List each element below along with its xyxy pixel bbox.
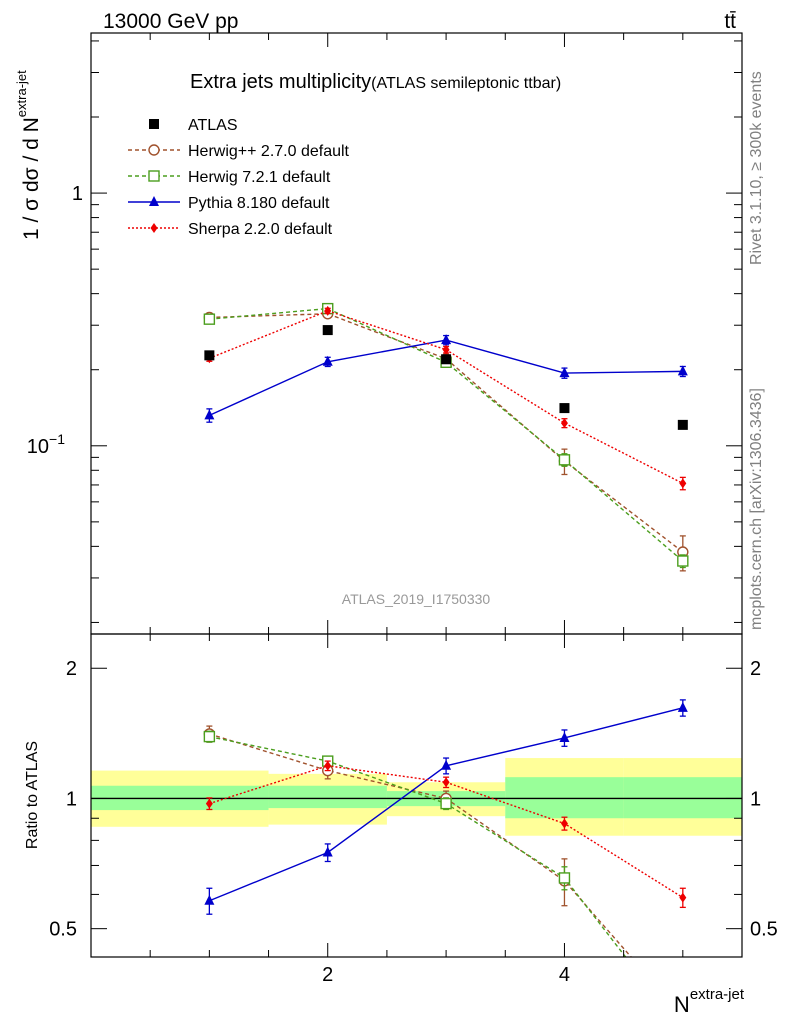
chart-title: Extra jets multiplicity(ATLAS semilepton… xyxy=(190,71,561,93)
x-tick-label: 2 xyxy=(322,964,333,986)
series-point xyxy=(558,454,571,466)
series-point xyxy=(677,555,689,567)
x-axis-label: Nextra-jet xyxy=(674,986,745,1017)
series-2 xyxy=(204,334,688,423)
ratio-point xyxy=(440,797,452,810)
series-point xyxy=(677,365,688,376)
ratio-point xyxy=(442,777,450,788)
main-y-tick-label: 10−1 xyxy=(27,431,65,458)
x-tick-label: 4 xyxy=(559,964,570,986)
ratio-stat-band xyxy=(623,777,742,819)
legend-marker xyxy=(148,144,160,156)
data-point xyxy=(322,325,333,336)
ratio-point xyxy=(558,872,571,884)
legend-entry: Sherpa 2.2.0 default xyxy=(128,221,333,238)
series-point xyxy=(203,313,216,325)
ratio-stat-band xyxy=(505,777,624,819)
x-axis-label-main: N xyxy=(674,992,690,1017)
legend-marker xyxy=(149,119,159,129)
ratio-point xyxy=(560,818,568,829)
legend-label: Herwig++ 2.7.0 default xyxy=(188,143,350,160)
ratio-y-tick-label-right: 0.5 xyxy=(750,919,778,941)
ratio-y-tick-label-right: 1 xyxy=(750,788,761,810)
ratio-point xyxy=(322,846,333,857)
ratio-point xyxy=(677,701,688,712)
tick-label-exponent: −1 xyxy=(49,431,65,447)
axes-frames xyxy=(90,32,743,958)
main-y-tick-label: 1 xyxy=(72,183,83,205)
series-point xyxy=(324,305,332,316)
series-point xyxy=(442,344,450,355)
ratio-y-tick-label-right: 2 xyxy=(750,658,761,680)
tick-label-base: 10 xyxy=(27,436,49,458)
ratio-y-tick-label-left: 0.5 xyxy=(49,919,77,941)
axis-ticks: 2 4 1 10−1 2 2 1 1 0.5 0.5 xyxy=(27,33,778,986)
series-point xyxy=(441,334,452,345)
legend-marker xyxy=(148,170,160,182)
chart-title-main: Extra jets multiplicity xyxy=(190,71,371,93)
ratio-panel-series xyxy=(203,699,688,957)
process-label: tt̄ xyxy=(724,10,736,33)
y-axis-label-main: 1 / σ dσ / d Nextra-jet xyxy=(14,70,43,240)
series-point xyxy=(559,367,570,378)
ratio-y-tick-label-left: 2 xyxy=(66,658,77,680)
mcplots-label: mcplots.cern.ch [arXiv:1306.3436] xyxy=(748,388,765,630)
ratio-point xyxy=(204,894,215,905)
legend-marker xyxy=(149,196,159,206)
y-axis-label-ratio: Ratio to ATLAS xyxy=(24,741,41,849)
series-3 xyxy=(205,305,687,491)
ratio-stat-band xyxy=(268,785,387,809)
data-point xyxy=(204,350,215,361)
ratio-point xyxy=(205,798,213,809)
ratio-series-2 xyxy=(204,699,688,915)
y-axis-label-main-sup: extra-jet xyxy=(14,70,29,117)
legend: ATLAS Herwig++ 2.7.0 default Herwig 7.2.1 … xyxy=(128,117,350,238)
legend-label: Pythia 8.180 default xyxy=(188,195,330,212)
legend-entry: Herwig++ 2.7.0 default xyxy=(128,143,350,160)
legend-entry: ATLAS xyxy=(149,117,238,134)
series-point xyxy=(322,355,333,366)
ratio-series-3 xyxy=(205,760,687,909)
y-axis-label-main-text: 1 / σ dσ / d N xyxy=(20,117,43,240)
series-atlas-data xyxy=(204,325,688,430)
legend-label: Sherpa 2.2.0 default xyxy=(188,221,333,238)
ratio-point xyxy=(203,730,216,743)
ratio-point xyxy=(559,731,570,742)
ratio-y-tick-label-left: 1 xyxy=(66,788,77,810)
ratio-point xyxy=(679,892,687,903)
ratio-frame xyxy=(90,633,743,958)
series-point xyxy=(560,418,568,429)
data-point xyxy=(441,354,452,365)
x-axis-label-sup: extra-jet xyxy=(690,986,745,1003)
ratio-point xyxy=(441,759,452,770)
main-panel-series xyxy=(203,302,689,572)
rivet-version-label: Rivet 3.1.10, ≥ 300k events xyxy=(748,71,765,265)
series-point xyxy=(679,478,687,489)
ratio-uncertainty-bands xyxy=(91,758,742,836)
energy-label: 13000 GeV pp xyxy=(103,10,238,33)
analysis-label: ATLAS_2019_I1750330 xyxy=(342,591,491,607)
legend-marker xyxy=(150,223,158,233)
chart-subtitle: (ATLAS semileptonic ttbar) xyxy=(371,75,561,92)
legend-label: ATLAS xyxy=(188,117,238,134)
legend-entry: Pythia 8.180 default xyxy=(128,195,330,212)
legend-label: Herwig 7.2.1 default xyxy=(188,169,331,186)
legend-entry: Herwig 7.2.1 default xyxy=(128,169,331,186)
ratio-point xyxy=(324,760,332,771)
data-point xyxy=(677,419,688,430)
data-point xyxy=(559,403,570,414)
series-point xyxy=(204,409,215,420)
